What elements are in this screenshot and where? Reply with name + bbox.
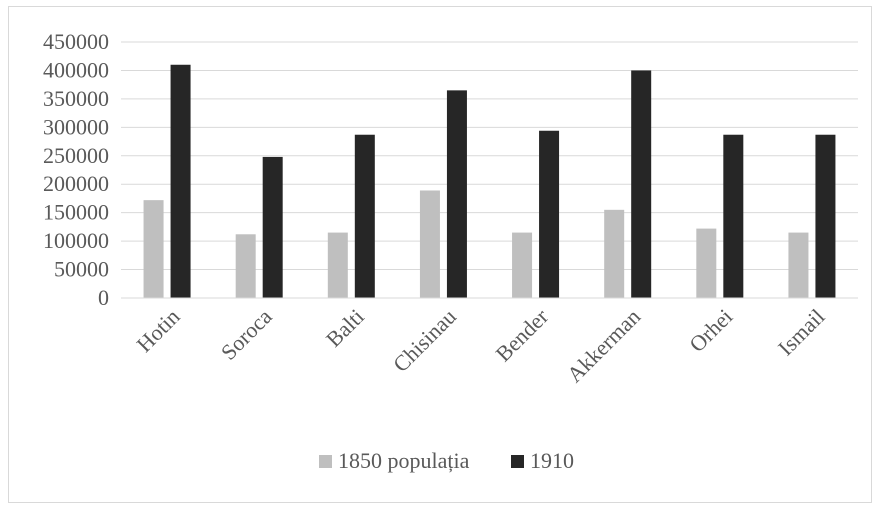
x-category-label: Orhei xyxy=(684,304,737,357)
y-tick-label: 400000 xyxy=(43,57,109,82)
x-category-label: Ismail xyxy=(773,304,830,361)
bar-1910-hotin xyxy=(170,64,191,298)
y-axis-tick-labels: 0 50000 100000 150000 200000 250000 300000 3500… xyxy=(43,29,109,310)
x-axis-category-labels: Hotin Soroca Balti Chisinau Bender Akkerman Or… xyxy=(131,303,829,387)
legend-label-1850: 1850 populația xyxy=(338,448,470,473)
y-tick-label: 150000 xyxy=(43,200,109,225)
bar-1850-bender xyxy=(512,232,533,298)
legend: 1850 populația 1910 xyxy=(319,448,574,473)
x-category-label: Balti xyxy=(321,304,369,352)
y-tick-label: 250000 xyxy=(43,143,109,168)
bar-1850-orhei xyxy=(696,228,717,298)
bar-1910-akkerman xyxy=(631,70,652,298)
bar-1910-bender xyxy=(539,130,560,298)
y-tick-label: 300000 xyxy=(43,114,109,139)
legend-swatch-1910 xyxy=(511,455,524,468)
y-tick-label: 200000 xyxy=(43,171,109,196)
x-category-label: Soroca xyxy=(216,304,277,365)
x-category-label: Bender xyxy=(490,303,553,366)
legend-label-1910: 1910 xyxy=(530,448,574,473)
y-tick-label: 350000 xyxy=(43,86,109,111)
bar-1910-balti xyxy=(354,134,375,298)
bar-1850-akkerman xyxy=(604,209,625,298)
y-tick-label: 450000 xyxy=(43,29,109,54)
y-tick-label: 0 xyxy=(98,285,109,310)
y-tick-label: 100000 xyxy=(43,228,109,253)
bar-1910-chisinau xyxy=(446,90,467,298)
bar-1850-chisinau xyxy=(419,190,440,298)
gridlines xyxy=(121,41,858,271)
bar-1910-soroca xyxy=(262,156,283,298)
bar-1910-orhei xyxy=(723,134,744,298)
x-category-label: Akkerman xyxy=(562,304,645,387)
x-category-label: Chisinau xyxy=(388,304,461,377)
bars xyxy=(143,64,836,298)
bar-1850-ismail xyxy=(788,232,809,298)
x-category-label: Hotin xyxy=(131,304,184,357)
bar-1850-hotin xyxy=(143,200,164,298)
bar-1850-balti xyxy=(327,232,348,298)
y-tick-label: 50000 xyxy=(54,257,109,282)
bar-1850-soroca xyxy=(235,234,256,298)
bar-1910-ismail xyxy=(815,134,836,298)
legend-swatch-1850 xyxy=(319,455,332,468)
